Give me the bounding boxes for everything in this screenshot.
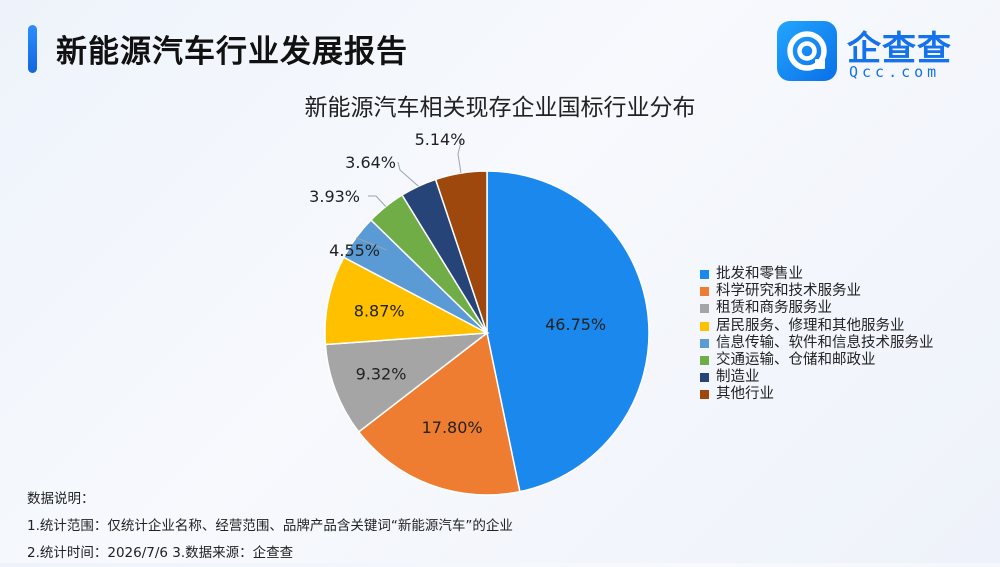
notes-heading: 数据说明： — [27, 491, 95, 507]
pie-leader-line-4 — [355, 237, 388, 251]
pie-label-2: 9.32% — [356, 364, 407, 383]
legend-swatch-5 — [700, 356, 709, 366]
data-notes: 数据说明： 1.统计范围：仅统计企业名称、经营范围、品牌产品含关键词“新能源汽车… — [27, 486, 513, 567]
legend-swatch-0 — [700, 270, 709, 280]
pie-slice-2 — [324, 332, 490, 433]
legend-item-5: 交通运输、仓储和邮政业 — [700, 352, 934, 369]
legend-item-4: 信息传输、软件和信息技术服务业 — [700, 335, 934, 352]
pie-leader-line-7 — [457, 137, 463, 174]
logo-name: 企查查 — [847, 29, 952, 69]
pie-leader-line-5 — [368, 195, 387, 207]
legend-item-0: 批发和零售业 — [700, 266, 934, 283]
chart-legend: 批发和零售业 科学研究和技术服务业 租赁和商务服务业 居民服务、修理和其他服务业 信息传… — [700, 266, 934, 404]
pie-slice-7 — [434, 170, 488, 334]
notes-time-source: 2.统计时间：2026/7/6 3.数据来源：企查查 — [27, 545, 294, 561]
pie-slice-1 — [357, 331, 521, 496]
legend-swatch-2 — [700, 304, 709, 314]
legend-label-6: 制造业 — [716, 369, 760, 386]
legend-swatch-3 — [700, 321, 709, 331]
legend-item-6: 制造业 — [700, 369, 934, 386]
pie-slice-3 — [324, 256, 490, 346]
pie-label-3: 8.87% — [354, 301, 405, 320]
pie-label-7: 5.14% — [415, 130, 466, 149]
legend-label-7: 其他行业 — [716, 386, 774, 403]
legend-swatch-7 — [700, 390, 709, 400]
pie-slice-0 — [486, 170, 650, 493]
legend-item-3: 居民服务、修理和其他服务业 — [700, 318, 934, 335]
pie-label-6: 3.64% — [345, 153, 396, 172]
legend-label-4: 信息传输、软件和信息技术服务业 — [716, 334, 934, 351]
pie-label-5: 3.93% — [309, 187, 360, 206]
legend-label-2: 租赁和商务服务业 — [716, 300, 832, 317]
pie-label-0: 46.75% — [545, 315, 606, 334]
pie-leader-line-6 — [397, 161, 419, 187]
logo-badge-icon — [777, 21, 837, 81]
legend-label-1: 科学研究和技术服务业 — [716, 283, 861, 300]
pie-label-4: 4.55% — [329, 241, 380, 260]
legend-label-0: 批发和零售业 — [716, 266, 803, 282]
chart-title: 新能源汽车相关现存企业国标行业分布 — [304, 95, 696, 121]
legend-item-1: 科学研究和技术服务业 — [700, 283, 934, 300]
legend-swatch-1 — [700, 287, 709, 297]
legend-label-3: 居民服务、修理和其他服务业 — [716, 317, 905, 334]
notes-scope: 1.统计范围：仅统计企业名称、经营范围、品牌产品含关键词“新能源汽车”的企业 — [27, 518, 513, 534]
pie-label-1: 17.80% — [422, 418, 483, 437]
legend-label-5: 交通运输、仓储和邮政业 — [716, 351, 876, 368]
report-title: 新能源汽车行业发展报告 — [56, 34, 408, 70]
qcc-logo: 企查查 Qcc.com — [777, 21, 967, 81]
title-accent-bar — [28, 25, 37, 73]
legend-item-2: 租赁和商务服务业 — [700, 300, 934, 317]
legend-item-7: 其他行业 — [700, 386, 934, 403]
legend-swatch-6 — [700, 373, 709, 383]
logo-url: Qcc.com — [849, 63, 941, 81]
legend-swatch-4 — [700, 338, 709, 348]
